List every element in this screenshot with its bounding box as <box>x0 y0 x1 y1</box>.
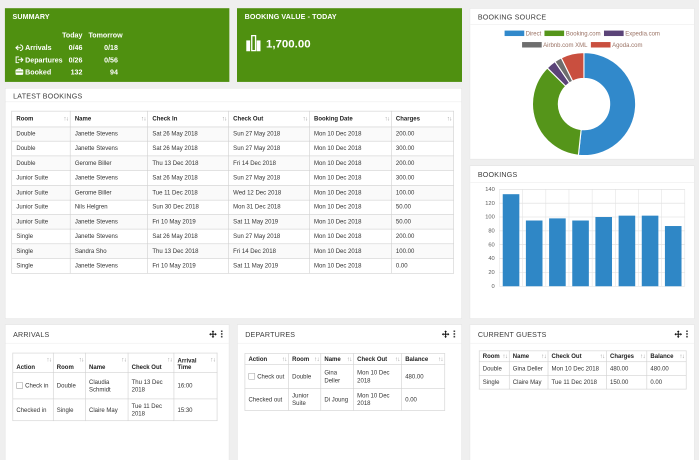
svg-text:60: 60 <box>488 242 494 248</box>
svg-text:100: 100 <box>485 215 495 221</box>
svg-text:40: 40 <box>488 256 494 262</box>
svg-text:140: 140 <box>485 187 495 193</box>
svg-text:80: 80 <box>488 229 494 235</box>
svg-text:20: 20 <box>488 270 494 276</box>
svg-text:120: 120 <box>485 201 495 207</box>
svg-text:0: 0 <box>492 284 495 290</box>
